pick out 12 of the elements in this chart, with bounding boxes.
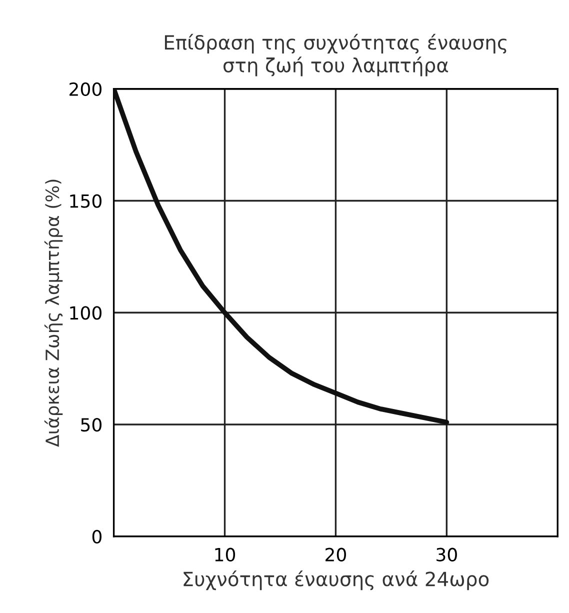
x-tick-label: 20 [326, 548, 346, 562]
x-axis-title: Συχνότητα έναυσης ανά 24ωρο [184, 570, 489, 590]
y-tick-label: 150 [70, 194, 102, 208]
x-tick-label: 30 [436, 548, 457, 562]
y-tick-label: 100 [70, 306, 102, 320]
y-tick-label: 200 [70, 82, 102, 96]
y-tick-label: 0 [92, 530, 102, 544]
x-tick-label: 10 [215, 548, 236, 562]
line-series [114, 88, 450, 425]
y-tick-label: 50 [81, 418, 102, 432]
chart-title: Επίδραση της συχνότητας έναυσης στη ζωή του λαμπτήρα [164, 34, 506, 76]
y-axis-title: Διάρκεια Ζωής λαμπτήρα (%) [44, 180, 63, 447]
